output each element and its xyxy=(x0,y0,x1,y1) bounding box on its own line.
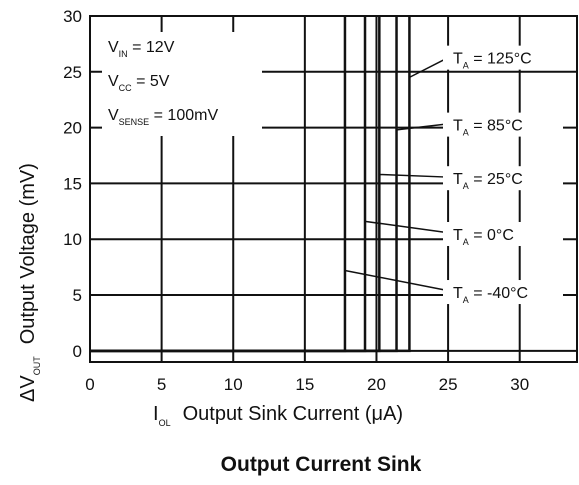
series-label-t-a-85-c: TA = 85°C xyxy=(453,118,523,138)
test-conditions-bg xyxy=(102,32,262,136)
y-tick-label-5: 5 xyxy=(73,286,82,305)
x-tick-label-30: 30 xyxy=(510,375,529,394)
series-label-t-a-40-c: TA = -40°C xyxy=(453,285,528,305)
test-condition-cc: VCC = 5V xyxy=(108,73,170,93)
y-tick-label-15: 15 xyxy=(63,174,82,193)
leader-line-t-a-25-c xyxy=(379,173,451,178)
y-tick-label-10: 10 xyxy=(63,230,82,249)
leader-line-t-a-40-c xyxy=(344,269,451,292)
series-line-t-a-40-c xyxy=(90,16,347,353)
test-condition-sense: VSENSE = 100mV xyxy=(108,107,218,127)
x-tick-label-20: 20 xyxy=(367,375,386,394)
x-tick-label-0: 0 xyxy=(85,375,94,394)
series-labels: TA = 125°C TA = 85°C TA = 25°C TA = 0°C TA =… xyxy=(443,45,563,305)
plot-frame xyxy=(89,15,578,363)
y-tick-label-0: 0 xyxy=(73,342,82,361)
x-tick-label-5: 5 xyxy=(157,375,166,394)
x-tick-label-10: 10 xyxy=(224,375,243,394)
x-axis-label: IOL Output Sink Current (μA) xyxy=(153,403,403,428)
test-conditions: VIN = 12V VCC = 5V VSENSE = 100mV xyxy=(102,32,262,136)
y-tick-labels: 0 5 10 15 20 25 30 xyxy=(63,7,82,361)
y-tick-label-20: 20 xyxy=(63,119,82,138)
series-label-t-a-0-c: TA = 0°C xyxy=(453,227,514,247)
y-axis-label: ΔVOUTOutput Voltage (mV) xyxy=(17,163,42,402)
y-tick-label-30: 30 xyxy=(63,7,82,26)
chart-title: Output Current Sink xyxy=(221,453,422,476)
test-condition-in: VIN = 12V xyxy=(108,39,175,59)
series-label-t-a-25-c: TA = 25°C xyxy=(453,171,523,191)
series-label-bg-t-a-25-c xyxy=(443,166,563,191)
leader-line-t-a-85-c xyxy=(396,122,451,131)
leader-line-t-a-0-c xyxy=(364,220,451,234)
x-tick-labels: 0 5 10 15 20 25 30 xyxy=(85,375,529,394)
series-leader-lines xyxy=(344,55,451,292)
series-label-bg-t-a-40-c xyxy=(443,280,563,305)
x-tick-label-25: 25 xyxy=(439,375,458,394)
y-tick-label-25: 25 xyxy=(63,63,82,82)
series-label-bg-t-a-0-c xyxy=(443,221,563,246)
series-label-bg-t-a-125-c xyxy=(443,45,563,70)
series-label-t-a-125-c: TA = 125°C xyxy=(453,51,532,71)
series-label-bg-t-a-85-c xyxy=(443,112,563,137)
x-tick-label-15: 15 xyxy=(295,375,314,394)
